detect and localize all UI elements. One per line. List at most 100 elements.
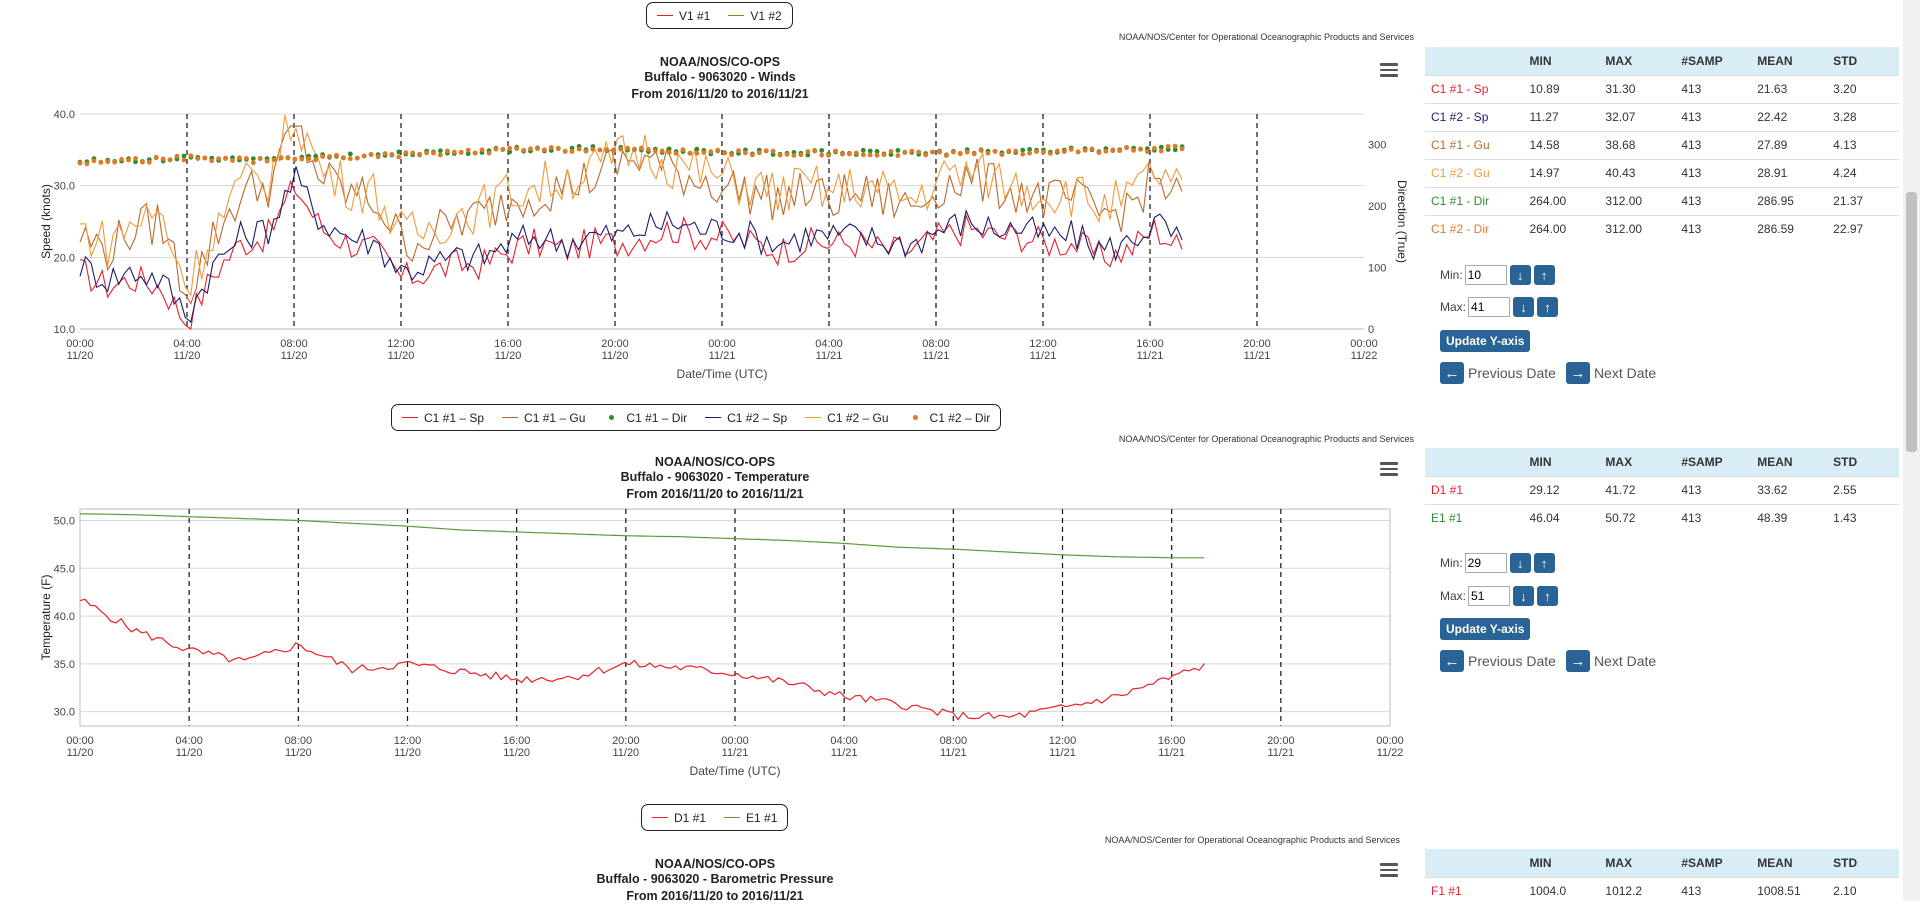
legend-item-v1-2[interactable]: V1 #2 xyxy=(728,9,782,23)
update-y-axis-button[interactable]: Update Y-axis xyxy=(1440,618,1531,640)
stats-value-cell: 413 xyxy=(1675,158,1752,187)
data-point xyxy=(1075,149,1081,155)
data-point xyxy=(805,152,811,158)
legend-line-icon xyxy=(402,417,418,418)
y-max-input[interactable] xyxy=(1468,586,1511,606)
x-axis-label: Date/Time (UTC) xyxy=(677,367,768,381)
chart-credit: NOAA/NOS/Center for Operational Oceanogr… xyxy=(1118,434,1414,444)
data-point xyxy=(659,148,665,154)
stats-value-cell: 413 xyxy=(1675,102,1752,131)
series-line-e1-1 xyxy=(79,513,1205,559)
arrow-down-icon[interactable]: ↓ xyxy=(1513,586,1535,606)
x-tick-label-time: 00:00 xyxy=(66,338,94,350)
data-point xyxy=(244,156,249,161)
data-point xyxy=(354,155,360,161)
data-point xyxy=(119,157,124,162)
arrow-up-icon[interactable]: ↑ xyxy=(1537,586,1559,606)
arrow-right-icon[interactable]: → xyxy=(1565,362,1590,384)
legend-item[interactable]: E1 #1 xyxy=(724,811,777,825)
arrow-up-icon[interactable]: ↑ xyxy=(1533,265,1555,285)
stats-header-cell: #SAMP xyxy=(1675,448,1752,476)
data-point xyxy=(618,146,624,152)
data-point xyxy=(833,148,838,154)
legend-item[interactable]: C1 #2 – Sp xyxy=(705,411,787,425)
arrow-left-icon[interactable]: ← xyxy=(1440,362,1464,384)
temp-chart-title: NOAA/NOS/CO-OPS Buffalo - 9063020 - Temp… xyxy=(555,455,875,502)
data-point xyxy=(847,151,852,157)
y-tick-label: 30.0 xyxy=(54,181,75,193)
stats-value-cell: 10.89 xyxy=(1523,74,1600,103)
previous-date-link[interactable]: Previous Date xyxy=(1468,365,1556,381)
y2-axis-label: Direction (True) xyxy=(1395,180,1409,263)
data-point xyxy=(278,155,284,160)
data-point xyxy=(708,149,714,155)
page-scrollbar[interactable] xyxy=(1903,0,1920,901)
temp-chart-menu-button[interactable] xyxy=(1378,459,1400,479)
legend-item[interactable]: C1 #1 – Dir xyxy=(603,411,687,425)
arrow-up-icon[interactable]: ↑ xyxy=(1533,553,1555,573)
winds-date-nav: ← Previous Date → Next Date xyxy=(1440,362,1656,384)
arrow-up-icon[interactable]: ↑ xyxy=(1537,297,1559,317)
arrow-down-icon[interactable]: ↓ xyxy=(1513,297,1535,317)
winds-chart-menu-button[interactable] xyxy=(1378,60,1400,80)
data-point xyxy=(694,150,700,156)
data-point xyxy=(445,148,450,154)
data-point xyxy=(874,149,880,154)
stats-header-cell: MEAN xyxy=(1751,47,1828,75)
data-point xyxy=(368,152,374,157)
data-point xyxy=(569,145,575,151)
series-line-c1-1-sp xyxy=(79,179,1183,330)
data-point xyxy=(743,150,748,156)
data-point xyxy=(1131,148,1136,153)
max-label: Max: xyxy=(1440,300,1467,314)
stats-header-cell: MAX xyxy=(1599,849,1676,877)
data-point xyxy=(770,152,776,157)
stats-value-cell: 3.28 xyxy=(1827,102,1899,131)
data-point xyxy=(1020,151,1026,157)
legend-item[interactable]: C1 #2 – Gu xyxy=(805,411,889,425)
data-point xyxy=(867,152,873,158)
data-point xyxy=(715,147,721,153)
y-max-input[interactable] xyxy=(1468,297,1511,317)
data-point xyxy=(1013,148,1019,154)
legend-item-v1-1[interactable]: V1 #1 xyxy=(657,9,710,23)
data-point xyxy=(1124,145,1129,150)
data-point xyxy=(1152,145,1157,151)
data-point xyxy=(701,150,707,155)
scrollbar-thumb[interactable] xyxy=(1906,192,1917,452)
next-date-link[interactable]: Next Date xyxy=(1593,365,1657,381)
next-date-link[interactable]: Next Date xyxy=(1593,653,1657,669)
stats-header-cell xyxy=(1425,849,1524,877)
stats-row: D1 #1 29.12 41.72 413 33.62 2.55 xyxy=(1425,475,1899,504)
data-point xyxy=(341,155,346,161)
previous-date-link[interactable]: Previous Date xyxy=(1468,653,1556,669)
data-point xyxy=(1048,151,1053,156)
data-point xyxy=(576,146,582,152)
data-point xyxy=(250,160,256,166)
legend-item[interactable]: C1 #1 – Gu xyxy=(502,411,585,425)
arrow-down-icon[interactable]: ↓ xyxy=(1509,553,1531,573)
arrow-left-icon[interactable]: ← xyxy=(1440,650,1464,672)
stats-value-cell: 3.20 xyxy=(1827,74,1899,103)
title-line-2: Buffalo - 9063020 - Barometric Pressure xyxy=(596,872,834,886)
y-tick-label: 50.0 xyxy=(54,515,75,527)
data-point xyxy=(1158,144,1164,150)
arrow-right-icon[interactable]: → xyxy=(1565,650,1590,672)
legend-item[interactable]: C1 #2 – Dir xyxy=(907,411,990,425)
y-axis-label: Speed (knots) xyxy=(39,184,53,259)
arrow-down-icon[interactable]: ↓ xyxy=(1509,265,1531,285)
data-point xyxy=(98,160,104,165)
data-point xyxy=(1110,147,1116,153)
y-min-input[interactable] xyxy=(1464,265,1507,285)
data-point xyxy=(562,148,568,154)
legend-item[interactable]: D1 #1 xyxy=(652,811,706,825)
legend-item[interactable]: C1 #1 – Sp xyxy=(402,411,484,425)
y-min-input[interactable] xyxy=(1464,553,1507,573)
chart-credit: NOAA/NOS/Center for Operational Oceanogr… xyxy=(1104,835,1400,845)
data-point xyxy=(396,149,402,155)
x-tick-label-date: 11/20 xyxy=(281,350,308,362)
x-tick-label-time: 12:00 xyxy=(387,338,415,350)
data-point xyxy=(257,156,263,161)
pressure-chart-menu-button[interactable] xyxy=(1378,860,1400,880)
update-y-axis-button[interactable]: Update Y-axis xyxy=(1440,330,1531,352)
